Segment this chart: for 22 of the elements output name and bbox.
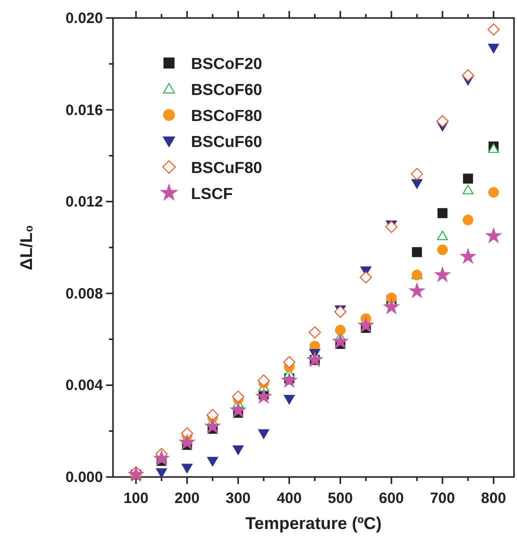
y-tick-label: 0.008 bbox=[65, 285, 103, 302]
x-tick-label: 800 bbox=[481, 490, 506, 507]
x-tick-label: 500 bbox=[328, 490, 353, 507]
x-tick-label: 400 bbox=[276, 490, 302, 507]
y-tick-label: 0.016 bbox=[65, 102, 103, 119]
x-axis-title: Temperature (ºC) bbox=[245, 514, 382, 533]
y-tick-label: 0.012 bbox=[65, 194, 103, 211]
y-tick-label: 0.004 bbox=[65, 377, 104, 394]
legend-label: BSCuF60 bbox=[191, 134, 262, 151]
x-tick-label: 300 bbox=[226, 490, 251, 507]
x-tick-label: 200 bbox=[174, 490, 200, 507]
legend-label: BSCoF20 bbox=[191, 56, 262, 73]
x-tick-label: 100 bbox=[123, 490, 149, 507]
y-tick-label: 0.000 bbox=[65, 469, 103, 486]
y-axis-title: ΔL/L₀ bbox=[17, 224, 36, 270]
legend-label: BSCoF60 bbox=[191, 82, 262, 99]
y-tick-label: 0.020 bbox=[65, 10, 103, 27]
legend-label: BSCuF80 bbox=[191, 160, 262, 177]
legend-label: BSCoF80 bbox=[191, 108, 262, 125]
x-tick-label: 600 bbox=[378, 490, 404, 507]
x-tick-label: 700 bbox=[430, 490, 455, 507]
legend-label: LSCF bbox=[191, 186, 233, 203]
